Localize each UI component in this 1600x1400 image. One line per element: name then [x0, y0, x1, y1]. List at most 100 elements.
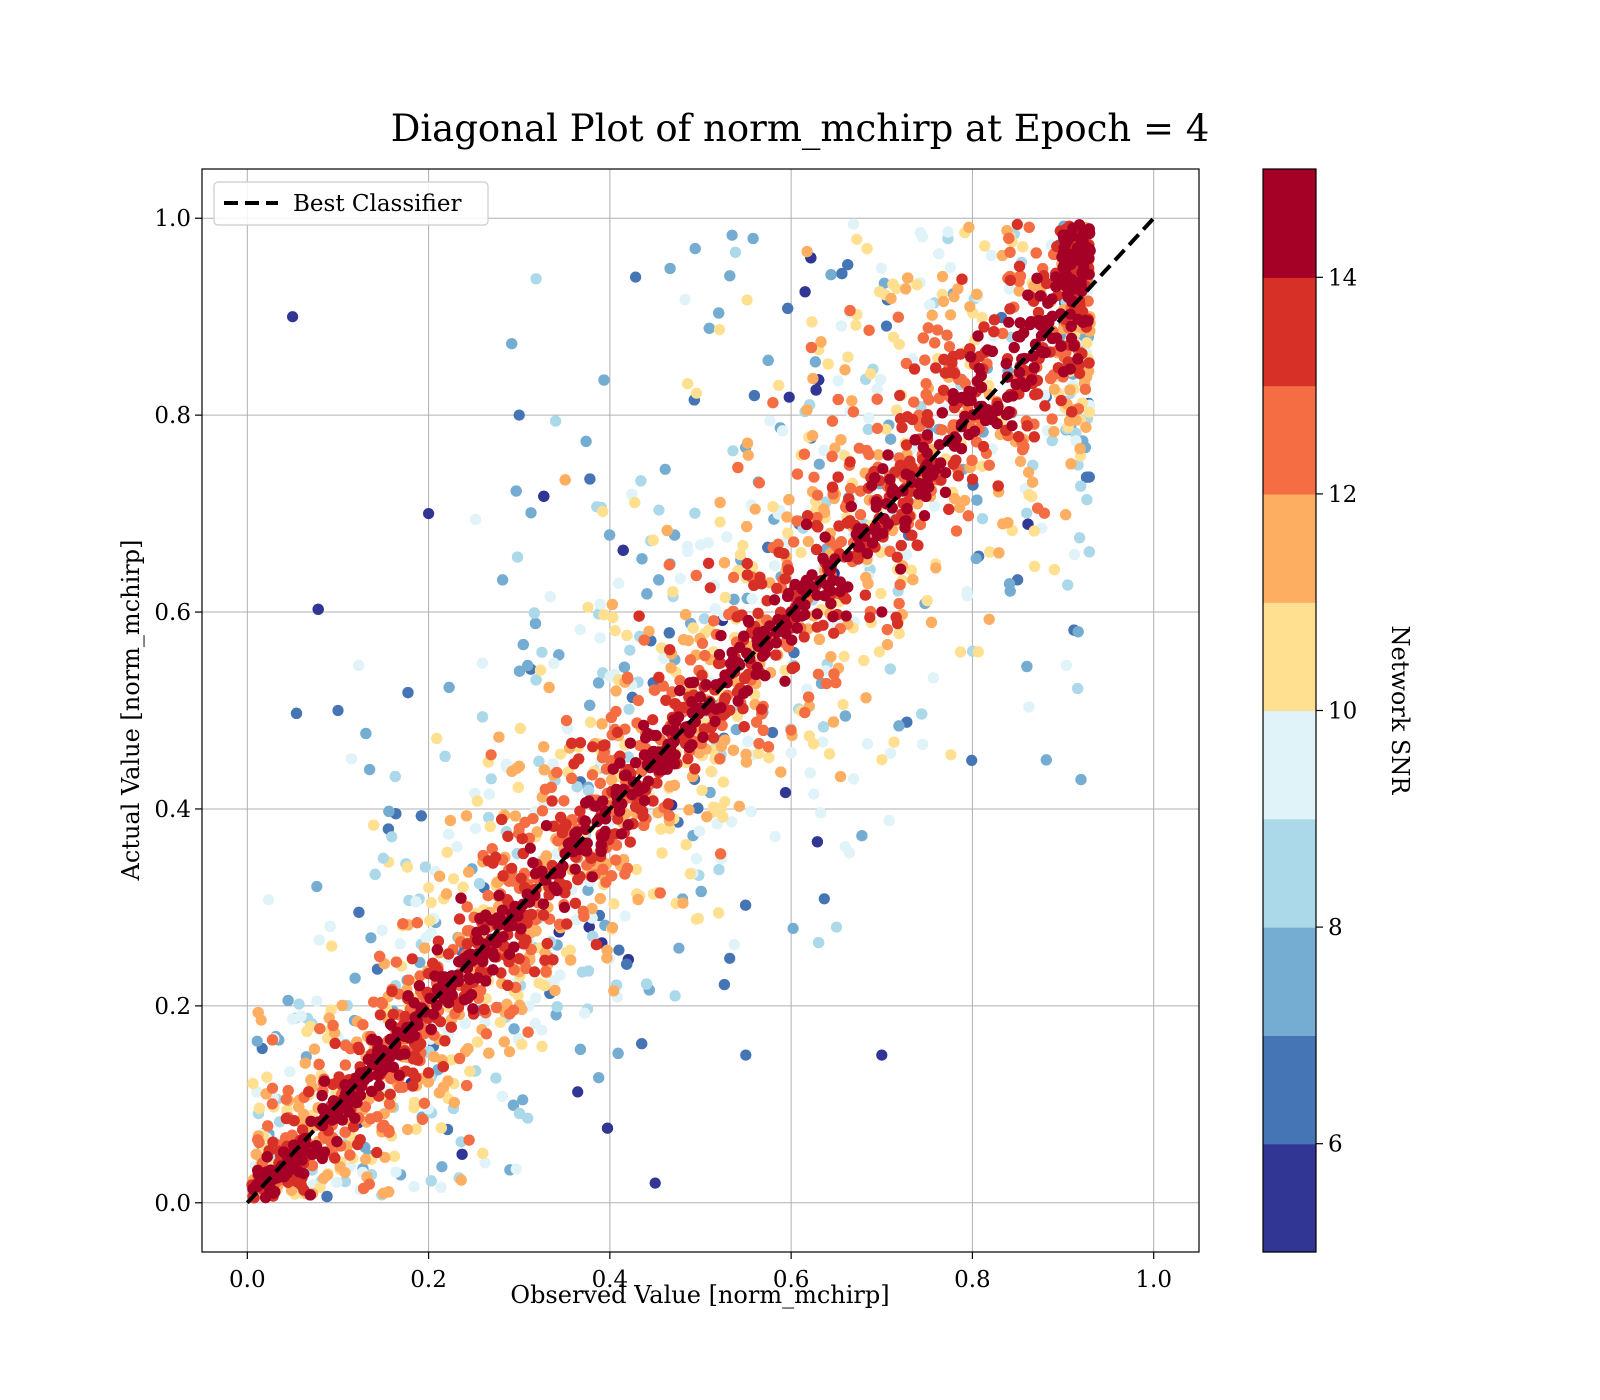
scatter-point	[1074, 532, 1086, 544]
scatter-point	[608, 898, 620, 910]
scatter-point	[812, 668, 825, 680]
scatter-point	[890, 611, 902, 623]
scatter-point	[950, 454, 962, 466]
scatter-point	[1017, 241, 1029, 253]
scatter-point	[513, 1107, 526, 1120]
scatter-point	[525, 507, 537, 519]
scatter-point	[577, 905, 589, 917]
scatter-point	[664, 644, 676, 656]
scatter-point	[536, 805, 549, 817]
scatter-point	[1023, 221, 1035, 233]
scatter-point	[791, 515, 803, 527]
scatter-point	[442, 1075, 454, 1087]
scatter-point	[835, 320, 848, 332]
scatter-point	[734, 549, 747, 561]
scatter-point	[692, 802, 704, 814]
scatter-point	[795, 547, 807, 559]
scatter-point	[682, 378, 694, 390]
scatter-point	[482, 890, 494, 902]
scatter-point	[828, 668, 840, 680]
scatter-point	[724, 952, 736, 964]
scatter-point	[954, 501, 966, 514]
scatter-point	[806, 316, 818, 328]
scatter-point	[624, 644, 636, 656]
scatter-point	[408, 1096, 421, 1109]
scatter-point	[280, 1093, 292, 1105]
scatter-point	[339, 1126, 351, 1138]
scatter-point	[788, 536, 800, 548]
scatter-point	[779, 787, 792, 799]
scatter-point	[522, 659, 534, 672]
scatter-point	[937, 384, 950, 396]
scatter-point	[781, 511, 793, 523]
scatter-point	[410, 896, 422, 908]
scatter-point	[775, 766, 787, 778]
scatter-point	[527, 813, 539, 825]
scatter-point	[677, 897, 689, 909]
scatter-point	[463, 866, 475, 878]
scatter-point	[900, 549, 913, 561]
scatter-point	[939, 367, 952, 379]
scatter-point	[551, 766, 563, 779]
scatter-point	[424, 915, 436, 927]
scatter-point	[1045, 372, 1057, 385]
scatter-point	[1039, 400, 1051, 412]
scatter-point	[441, 846, 453, 858]
scatter-point	[729, 246, 742, 258]
scatter-point	[920, 378, 932, 390]
scatter-point	[894, 579, 906, 591]
scatter-point	[1081, 494, 1093, 506]
scatter-point	[680, 839, 692, 851]
scatter-point	[924, 299, 936, 311]
scatter-point	[411, 917, 423, 929]
scatter-point	[585, 716, 597, 728]
scatter-point	[1030, 247, 1042, 259]
scatter-point	[504, 1008, 516, 1020]
scatter-point	[815, 807, 827, 819]
scatter-point	[718, 979, 731, 991]
scatter-point	[741, 521, 753, 533]
scatter-point	[517, 639, 529, 651]
scatter-point	[612, 1047, 624, 1059]
scatter-point	[696, 784, 708, 796]
scatter-point	[983, 459, 995, 471]
scatter-point	[801, 404, 813, 416]
scatter-point	[689, 243, 701, 255]
scatter-point	[357, 1019, 369, 1031]
scatter-point	[383, 1186, 395, 1198]
scatter-point	[565, 954, 577, 966]
scatter-point	[262, 1120, 274, 1132]
scatter-point	[742, 449, 754, 461]
scatter-point	[293, 998, 305, 1010]
scatter-point	[461, 901, 473, 913]
scatter-point	[647, 534, 659, 546]
scatter-point	[737, 539, 749, 552]
scatter-point	[813, 458, 825, 470]
scatter-point	[962, 510, 975, 522]
scatter-point	[864, 611, 876, 624]
scatter-point	[976, 513, 989, 525]
scatter-point	[559, 474, 571, 486]
scatter-point	[593, 677, 605, 689]
scatter-point	[900, 439, 913, 451]
scatter-point	[608, 985, 620, 997]
scatter-point	[954, 646, 967, 658]
scatter-point	[506, 765, 518, 778]
scatter-point	[473, 878, 486, 890]
scatter-point	[448, 873, 460, 885]
scatter-point	[884, 663, 896, 675]
scatter-point	[517, 1094, 529, 1106]
scatter-point	[383, 1098, 396, 1110]
scatter-point	[383, 805, 395, 818]
scatter-point	[484, 820, 496, 833]
scatter-point	[1080, 421, 1092, 433]
scatter-point	[371, 1111, 383, 1123]
scatter-point	[311, 995, 323, 1007]
scatter-point	[629, 497, 641, 509]
scatter-point	[835, 536, 847, 548]
scatter-point	[1023, 701, 1035, 713]
scatter-point	[916, 231, 929, 243]
scatter-point	[594, 632, 606, 644]
scatter-point	[455, 1174, 467, 1186]
scatter-point	[932, 324, 944, 336]
